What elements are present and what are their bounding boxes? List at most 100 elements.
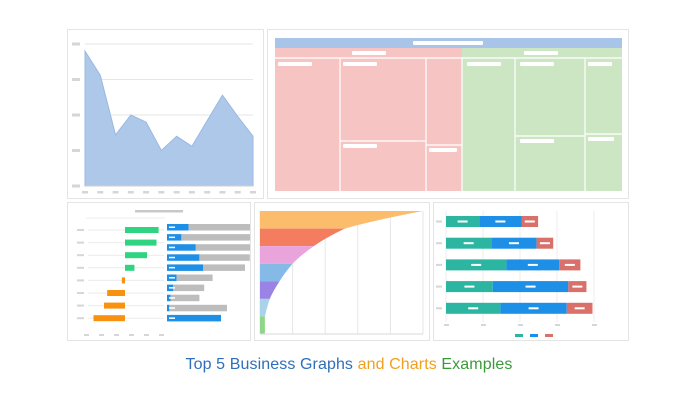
tornado-bar [125,264,135,271]
y-tick-label [72,184,80,188]
category-label [436,307,442,310]
matrix-chart [275,38,622,191]
category-label [436,285,442,288]
matrix-group-green [462,48,622,191]
blue-bar [167,304,170,312]
segment-label [464,285,475,288]
funnel-band [260,298,270,317]
segment-label [463,242,474,245]
bar-label [169,317,175,319]
tornado-chart [77,210,250,336]
segment-label [528,307,539,310]
category-label [77,229,84,231]
category-label [77,266,84,269]
x-tick-label [143,191,150,194]
segment-label [527,263,538,266]
y-tick-label [72,42,80,46]
segment-label [468,307,479,310]
x-tick-label [82,191,88,194]
category-label [436,263,442,266]
x-tick-label [592,324,597,326]
x-tick-label [188,191,195,194]
funnel-band [260,316,265,334]
matrix-group-label [524,51,558,55]
matrix-cell-label [278,62,312,66]
x-tick-label [127,191,134,194]
segment-label [564,263,575,266]
gray-bar [188,224,250,231]
segment-label [495,220,506,223]
y-tick-label [72,149,80,152]
matrix-cell-label [520,62,554,66]
bar-label [169,236,175,239]
caption-part-2: and Charts [353,356,437,373]
caption-part-1: Top 5 Business Graphs [185,356,354,373]
blue-bar [167,264,203,271]
x-tick-label [555,324,560,326]
x-tick-label [158,191,165,194]
y-tick-label [72,113,80,117]
segment-label [471,263,482,266]
blue-bar [167,244,196,251]
matrix-cell-label [588,62,612,66]
bar-label [169,266,175,269]
x-tick-label [250,191,256,194]
gray-bar [173,284,205,292]
y-tick-label [72,78,80,81]
funnel-band [260,228,345,247]
area-series [84,49,254,187]
page-caption: Top 5 Business Graphs and Charts Example… [0,356,698,374]
funnel-band [260,263,293,282]
x-tick-label [234,191,241,194]
matrix-cell-label [588,137,614,141]
category-label [77,317,84,320]
blue-bar [167,314,221,322]
segment-label [574,307,585,310]
segment-label [524,220,535,223]
area-chart-panel [67,29,264,199]
stacked-bar-chart-panel [433,202,629,341]
x-tick-label [112,191,119,194]
x-tick-label [518,324,523,326]
gray-bar [195,244,250,251]
chart-title-placeholder [135,210,183,213]
x-tick-label [444,324,449,326]
tornado-bar [125,227,159,233]
tornado-chart-panel [67,202,251,341]
bar-label [169,256,175,259]
matrix-cell-label [343,144,377,148]
x-tick-label [219,191,226,194]
gray-bar [176,274,213,281]
tornado-bar [121,277,125,284]
funnel-band [260,281,280,299]
category-label [436,242,442,245]
gray-bar [170,294,200,302]
category-label [77,254,84,257]
bar-label [169,297,175,299]
segment-label [572,285,583,288]
segment-label [457,220,468,223]
legend-swatch [530,334,538,337]
gray-bar [203,264,245,271]
matrix-chart-panel [267,29,629,199]
gray-bar [181,234,250,241]
funnel-chart [259,211,424,335]
matrix-cell-label [343,62,377,66]
matrix-cell-label [467,62,501,66]
stacked-bar-chart [436,211,597,337]
category-label [77,279,84,282]
category-label [77,304,84,307]
tornado-bar [125,252,148,259]
legend-swatch [545,334,553,337]
x-tick-label [173,191,180,194]
area-chart [72,42,256,194]
x-tick-label [99,334,104,336]
category-label [77,292,84,294]
blue-bar [167,254,200,261]
bar-label [169,246,175,249]
blue-bar [167,294,171,302]
x-tick-label [204,191,211,194]
x-tick-label [114,334,119,336]
category-label [436,220,442,223]
category-label [77,241,84,244]
